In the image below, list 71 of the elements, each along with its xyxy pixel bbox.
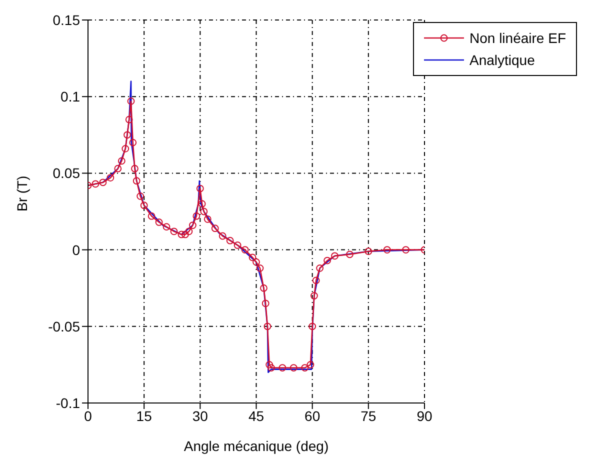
point	[182, 230, 189, 238]
point	[301, 364, 309, 372]
point	[124, 131, 131, 139]
x-tick-label: 45	[248, 408, 264, 424]
point	[106, 174, 114, 182]
point	[196, 184, 204, 192]
x-tick-label: 75	[360, 408, 376, 424]
point	[226, 236, 234, 244]
point	[131, 164, 138, 172]
y-tick-label: 0	[72, 242, 80, 258]
point	[234, 242, 242, 249]
point	[262, 300, 270, 308]
point	[331, 252, 338, 260]
point	[241, 246, 249, 254]
legend-label: Analytique	[468, 51, 536, 70]
y-tick-label: 0.05	[52, 165, 80, 182]
point	[383, 246, 391, 254]
point	[122, 144, 130, 152]
point	[248, 254, 256, 262]
point	[129, 138, 137, 146]
point	[155, 218, 163, 226]
point	[306, 361, 314, 368]
point	[132, 177, 140, 185]
point	[211, 224, 219, 232]
point	[192, 212, 200, 220]
legend-label: Non linéaire EF	[468, 29, 566, 48]
point	[260, 284, 268, 292]
point	[308, 322, 316, 330]
x-tick-label: 15	[136, 408, 152, 424]
point	[188, 222, 196, 229]
point	[204, 215, 212, 223]
x-tick-label: 60	[304, 408, 320, 424]
x-tick-label: 0	[84, 408, 92, 424]
point	[218, 232, 226, 240]
point	[290, 364, 298, 372]
y-tick-label: 0.15	[52, 12, 80, 28]
point	[312, 276, 320, 284]
point	[316, 264, 324, 272]
point	[185, 228, 193, 236]
point	[125, 116, 133, 124]
point	[148, 212, 156, 220]
point	[127, 97, 135, 105]
point	[278, 364, 286, 372]
point	[266, 361, 274, 368]
point	[198, 200, 206, 208]
point	[114, 164, 122, 172]
y-tick-label: -0.1	[56, 394, 80, 411]
point	[364, 248, 372, 256]
point	[252, 258, 260, 266]
point	[324, 256, 331, 264]
y-axis-title: Br (T)	[14, 176, 30, 212]
point	[346, 250, 354, 258]
point	[140, 202, 148, 210]
point	[136, 192, 144, 200]
point	[170, 228, 178, 236]
point	[99, 178, 107, 186]
point	[200, 208, 208, 216]
x-axis-title: Angle mécanique (deg)	[184, 438, 329, 454]
point	[256, 264, 264, 272]
point	[264, 322, 272, 330]
x-tick-label: 30	[192, 408, 208, 424]
x-tick-label: 90	[416, 408, 432, 424]
point	[162, 223, 170, 231]
point	[178, 230, 186, 238]
point	[92, 180, 100, 188]
point	[268, 364, 275, 372]
y-tick-label: -0.05	[48, 318, 80, 334]
y-tick-label: 0.1	[60, 88, 80, 105]
point	[402, 246, 410, 254]
point	[118, 157, 126, 165]
point	[310, 292, 318, 300]
